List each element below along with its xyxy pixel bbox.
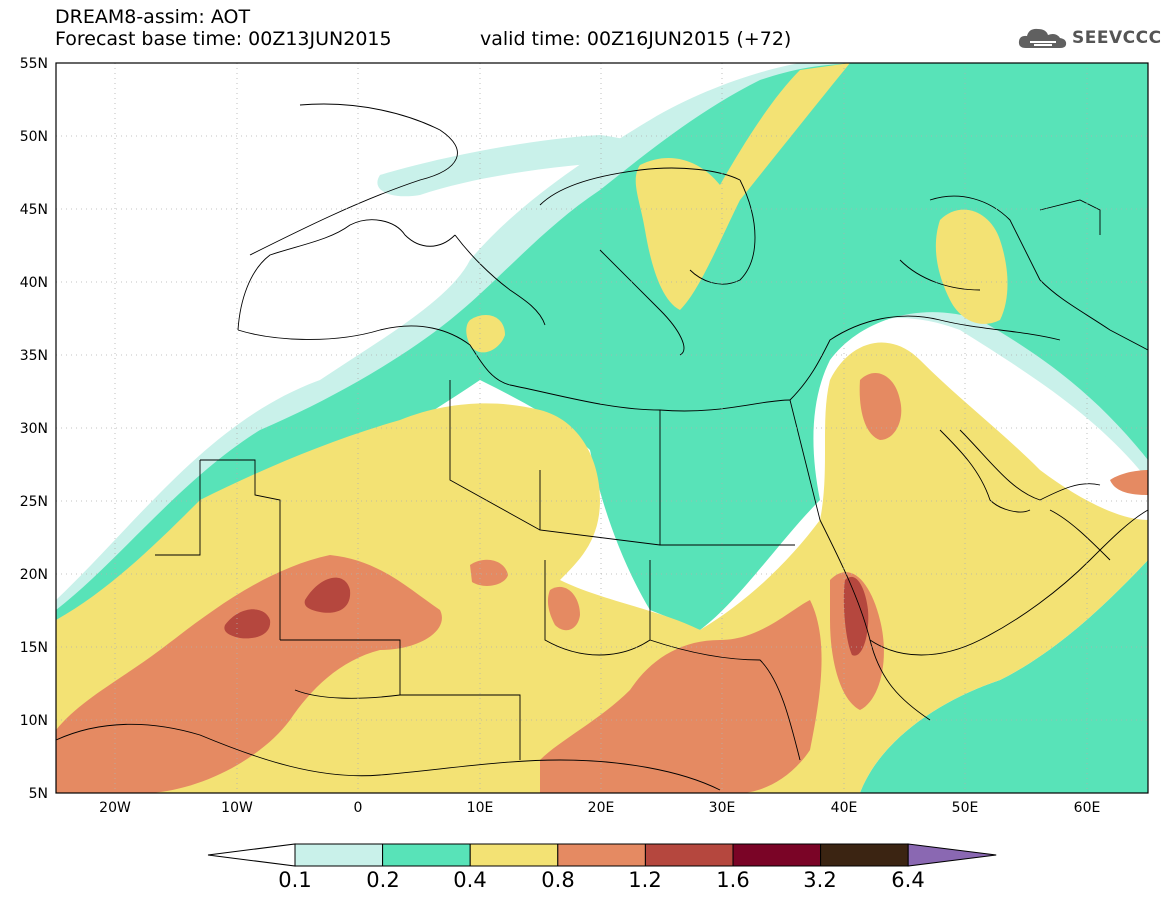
- lat-label: 20N: [20, 567, 48, 583]
- map-title: DREAM8-assim: AOT: [55, 6, 251, 28]
- colorbar-high-extend: [907, 843, 997, 867]
- colorbar-label: 0.2: [366, 868, 400, 892]
- colorbar-swatch: [557, 843, 646, 867]
- colorbar-swatch: [294, 843, 384, 867]
- lon-label: 30E: [709, 800, 736, 816]
- colorbar-label: 0.1: [278, 868, 312, 892]
- lat-label: 25N: [20, 494, 48, 510]
- aot-band-0.1-north: [377, 135, 648, 197]
- aot-band-0.8-arabia: [859, 372, 902, 440]
- logo-text: SEEVCCC: [1072, 28, 1162, 48]
- colorbar-swatch: [382, 843, 471, 867]
- lat-label: 40N: [20, 275, 48, 291]
- lat-label: 15N: [20, 640, 48, 656]
- aot-band-0.4-caspian: [935, 209, 1008, 324]
- aot-fields: [56, 63, 1148, 793]
- valid-time: valid time: 00Z16JUN2015 (+72): [480, 28, 792, 50]
- colorbar: [207, 843, 997, 867]
- lat-label: 45N: [20, 202, 48, 218]
- colorbar-label: 1.2: [628, 868, 662, 892]
- aot-band-0.8-chad: [547, 586, 580, 631]
- coastlines: [56, 103, 1148, 791]
- colorbar-swatch: [732, 843, 822, 867]
- lat-label: 5N: [29, 786, 48, 802]
- aot-band-0.8-niger: [470, 559, 508, 586]
- lat-label: 35N: [20, 348, 48, 364]
- cloud-icon: [1018, 28, 1067, 48]
- lon-label: 20W: [99, 800, 131, 816]
- aot-band-0.2-se: [860, 560, 1148, 793]
- colorbar-label: 0.8: [541, 868, 575, 892]
- lon-label: 10E: [467, 800, 494, 816]
- aot-band-0.4-tunisia: [466, 315, 505, 353]
- forecast-base-time: Forecast base time: 00Z13JUN2015: [55, 28, 392, 50]
- colorbar-label: 1.6: [716, 868, 750, 892]
- lon-label: 50E: [952, 800, 979, 816]
- colorbar-swatch: [820, 843, 909, 867]
- aot-band-1.2-mali: [304, 577, 351, 613]
- colorbar-swatch: [644, 843, 734, 867]
- seevccc-logo: SEEVCCC: [1018, 26, 1162, 50]
- aot-band-0.8-oman: [1110, 470, 1148, 495]
- lat-label: 10N: [20, 713, 48, 729]
- colorbar-label: 6.4: [891, 868, 925, 892]
- lat-label: 55N: [20, 56, 48, 72]
- colorbar-swatch: [469, 843, 559, 867]
- lon-label: 40E: [831, 800, 858, 816]
- lon-label: 20E: [588, 800, 615, 816]
- lon-labels: 20W 10W 0 10E 20E 30E 40E 50E 60E: [99, 800, 1100, 816]
- lon-label: 10W: [221, 800, 253, 816]
- lat-labels: 55N 50N 45N 40N 35N 30N 25N 20N 15N 10N …: [20, 56, 48, 802]
- plot-frame: [55, 62, 1149, 794]
- aot-band-1.2: [224, 609, 271, 639]
- lat-label: 30N: [20, 421, 48, 437]
- lon-label: 0: [354, 800, 363, 816]
- aot-band-0.8-sahel: [56, 555, 442, 793]
- aot-band-0.8-central: [540, 600, 822, 793]
- colorbar-label: 0.4: [453, 868, 487, 892]
- lon-label: 60E: [1074, 800, 1101, 816]
- colorbar-low-extend: [207, 843, 296, 867]
- aot-band-1.2-ethiopia: [843, 576, 869, 656]
- colorbar-label: 3.2: [803, 868, 837, 892]
- graticule: [56, 63, 1148, 793]
- lat-label: 50N: [20, 129, 48, 145]
